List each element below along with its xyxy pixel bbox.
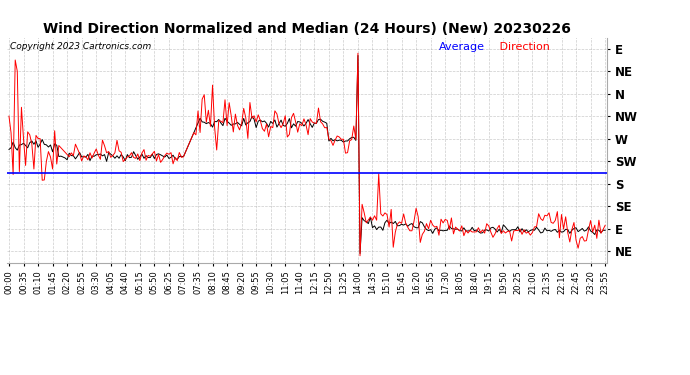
Title: Wind Direction Normalized and Median (24 Hours) (New) 20230226: Wind Direction Normalized and Median (24… bbox=[43, 22, 571, 36]
Text: Direction: Direction bbox=[496, 42, 550, 52]
Text: Copyright 2023 Cartronics.com: Copyright 2023 Cartronics.com bbox=[10, 42, 151, 51]
Text: Average: Average bbox=[439, 42, 485, 52]
